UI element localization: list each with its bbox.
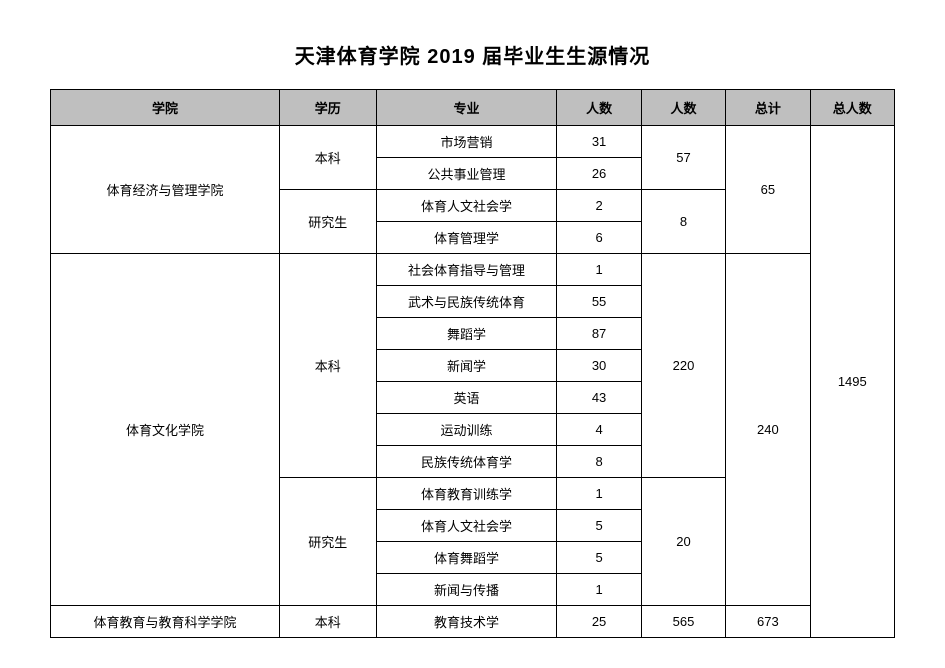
cell-subtotal: 220 bbox=[641, 254, 725, 478]
cell-major: 英语 bbox=[376, 382, 557, 414]
cell-major: 体育管理学 bbox=[376, 222, 557, 254]
cell-major: 教育技术学 bbox=[376, 606, 557, 638]
cell-count: 5 bbox=[557, 510, 641, 542]
cell-degree: 本科 bbox=[280, 606, 376, 638]
cell-major: 体育人文社会学 bbox=[376, 510, 557, 542]
header-subtotal: 人数 bbox=[641, 90, 725, 126]
cell-count: 87 bbox=[557, 318, 641, 350]
header-major: 专业 bbox=[376, 90, 557, 126]
page-title: 天津体育学院 2019 届毕业生生源情况 bbox=[50, 40, 895, 69]
cell-count: 1 bbox=[557, 254, 641, 286]
table-row: 体育经济与管理学院 本科 市场营销 31 57 65 1495 bbox=[51, 126, 895, 158]
header-degree: 学历 bbox=[280, 90, 376, 126]
cell-count: 26 bbox=[557, 158, 641, 190]
cell-major: 体育舞蹈学 bbox=[376, 542, 557, 574]
cell-college: 体育教育与教育科学学院 bbox=[51, 606, 280, 638]
cell-count: 1 bbox=[557, 574, 641, 606]
cell-degree: 本科 bbox=[280, 254, 376, 478]
header-row: 学院 学历 专业 人数 人数 总计 总人数 bbox=[51, 90, 895, 126]
cell-degree: 研究生 bbox=[280, 190, 376, 254]
cell-total: 65 bbox=[726, 126, 810, 254]
table-row: 体育文化学院 本科 社会体育指导与管理 1 220 240 bbox=[51, 254, 895, 286]
cell-major: 运动训练 bbox=[376, 414, 557, 446]
cell-count: 1 bbox=[557, 478, 641, 510]
cell-subtotal: 565 bbox=[641, 606, 725, 638]
cell-college: 体育经济与管理学院 bbox=[51, 126, 280, 254]
cell-count: 8 bbox=[557, 446, 641, 478]
header-college: 学院 bbox=[51, 90, 280, 126]
cell-degree: 研究生 bbox=[280, 478, 376, 606]
cell-major: 体育教育训练学 bbox=[376, 478, 557, 510]
cell-major: 武术与民族传统体育 bbox=[376, 286, 557, 318]
header-total: 总计 bbox=[726, 90, 810, 126]
cell-major: 社会体育指导与管理 bbox=[376, 254, 557, 286]
graduates-table: 学院 学历 专业 人数 人数 总计 总人数 体育经济与管理学院 本科 市场营销 … bbox=[50, 89, 895, 638]
cell-subtotal: 57 bbox=[641, 126, 725, 190]
cell-count: 6 bbox=[557, 222, 641, 254]
cell-count: 43 bbox=[557, 382, 641, 414]
cell-major: 新闻与传播 bbox=[376, 574, 557, 606]
cell-grand-total: 1495 bbox=[810, 126, 894, 638]
cell-subtotal: 20 bbox=[641, 478, 725, 606]
cell-major: 舞蹈学 bbox=[376, 318, 557, 350]
cell-college: 体育文化学院 bbox=[51, 254, 280, 606]
header-count: 人数 bbox=[557, 90, 641, 126]
cell-count: 31 bbox=[557, 126, 641, 158]
cell-count: 55 bbox=[557, 286, 641, 318]
header-grand: 总人数 bbox=[810, 90, 894, 126]
cell-major: 民族传统体育学 bbox=[376, 446, 557, 478]
cell-major: 体育人文社会学 bbox=[376, 190, 557, 222]
cell-degree: 本科 bbox=[280, 126, 376, 190]
cell-count: 5 bbox=[557, 542, 641, 574]
cell-count: 25 bbox=[557, 606, 641, 638]
cell-count: 2 bbox=[557, 190, 641, 222]
cell-count: 4 bbox=[557, 414, 641, 446]
cell-subtotal: 8 bbox=[641, 190, 725, 254]
cell-major: 市场营销 bbox=[376, 126, 557, 158]
table-row: 体育教育与教育科学学院 本科 教育技术学 25 565 673 bbox=[51, 606, 895, 638]
cell-major: 公共事业管理 bbox=[376, 158, 557, 190]
cell-total: 673 bbox=[726, 606, 810, 638]
cell-total: 240 bbox=[726, 254, 810, 606]
cell-count: 30 bbox=[557, 350, 641, 382]
cell-major: 新闻学 bbox=[376, 350, 557, 382]
